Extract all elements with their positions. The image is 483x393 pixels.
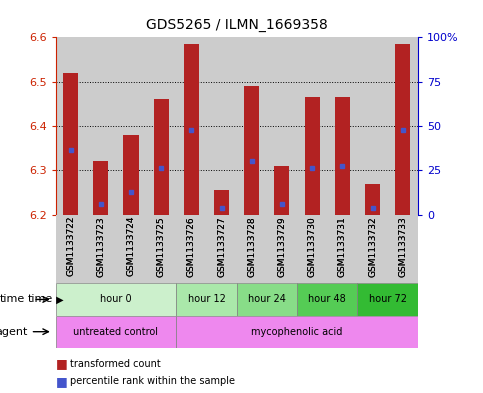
- Text: GSM1133725: GSM1133725: [156, 216, 166, 277]
- Bar: [388, 215, 418, 283]
- Text: time: time: [28, 294, 53, 305]
- Bar: [176, 37, 207, 215]
- Text: ■: ■: [56, 375, 67, 388]
- Bar: [86, 37, 116, 215]
- Text: GSM1133728: GSM1133728: [247, 216, 256, 277]
- Bar: [184, 44, 199, 215]
- Bar: [146, 215, 176, 283]
- Bar: [56, 215, 86, 283]
- Text: GSM1133727: GSM1133727: [217, 216, 226, 277]
- Bar: [365, 184, 380, 215]
- Bar: [63, 73, 78, 215]
- Bar: [388, 37, 418, 215]
- Text: GDS5265 / ILMN_1669358: GDS5265 / ILMN_1669358: [146, 18, 327, 32]
- Text: GSM1133727: GSM1133727: [217, 216, 226, 277]
- Text: GSM1133724: GSM1133724: [127, 216, 136, 276]
- Text: GSM1133729: GSM1133729: [277, 216, 286, 277]
- Text: hour 24: hour 24: [248, 294, 286, 305]
- Text: ▶: ▶: [53, 294, 64, 305]
- Text: hour 72: hour 72: [369, 294, 407, 305]
- Bar: [357, 215, 388, 283]
- Text: GSM1133732: GSM1133732: [368, 216, 377, 277]
- Bar: [93, 162, 108, 215]
- Text: GSM1133731: GSM1133731: [338, 216, 347, 277]
- Bar: [267, 215, 297, 283]
- Bar: [357, 283, 418, 316]
- Text: hour 0: hour 0: [100, 294, 132, 305]
- Text: GSM1133733: GSM1133733: [398, 216, 407, 277]
- Bar: [305, 97, 320, 215]
- Text: GSM1133725: GSM1133725: [156, 216, 166, 277]
- Text: hour 12: hour 12: [187, 294, 226, 305]
- Text: GSM1133730: GSM1133730: [308, 216, 317, 277]
- Bar: [56, 283, 176, 316]
- Bar: [176, 283, 237, 316]
- Text: GSM1133731: GSM1133731: [338, 216, 347, 277]
- Bar: [274, 166, 289, 215]
- Text: ■: ■: [56, 357, 67, 370]
- Text: GSM1133730: GSM1133730: [308, 216, 317, 277]
- Bar: [116, 37, 146, 215]
- Bar: [244, 86, 259, 215]
- Text: percentile rank within the sample: percentile rank within the sample: [70, 376, 235, 386]
- Bar: [207, 37, 237, 215]
- Text: untreated control: untreated control: [73, 327, 158, 337]
- Bar: [237, 283, 297, 316]
- Bar: [176, 316, 418, 348]
- Bar: [124, 135, 139, 215]
- Bar: [176, 215, 207, 283]
- Bar: [357, 37, 388, 215]
- Text: GSM1133726: GSM1133726: [187, 216, 196, 277]
- Text: GSM1133723: GSM1133723: [96, 216, 105, 277]
- Bar: [237, 37, 267, 215]
- Bar: [327, 37, 357, 215]
- Bar: [267, 37, 297, 215]
- Text: agent: agent: [0, 327, 28, 337]
- Bar: [297, 215, 327, 283]
- Text: GSM1133733: GSM1133733: [398, 216, 407, 277]
- Bar: [297, 283, 357, 316]
- Text: GSM1133722: GSM1133722: [66, 216, 75, 276]
- Bar: [214, 190, 229, 215]
- Bar: [116, 215, 146, 283]
- Bar: [56, 37, 86, 215]
- Bar: [335, 97, 350, 215]
- Text: mycophenolic acid: mycophenolic acid: [251, 327, 343, 337]
- Text: GSM1133728: GSM1133728: [247, 216, 256, 277]
- Bar: [146, 37, 176, 215]
- Text: GSM1133724: GSM1133724: [127, 216, 136, 276]
- Bar: [56, 316, 176, 348]
- Bar: [237, 215, 267, 283]
- Bar: [297, 37, 327, 215]
- Bar: [395, 44, 410, 215]
- Text: GSM1133729: GSM1133729: [277, 216, 286, 277]
- Text: GSM1133732: GSM1133732: [368, 216, 377, 277]
- Bar: [86, 215, 116, 283]
- Text: GSM1133722: GSM1133722: [66, 216, 75, 276]
- Text: transformed count: transformed count: [70, 358, 161, 369]
- Text: GSM1133723: GSM1133723: [96, 216, 105, 277]
- Bar: [154, 99, 169, 215]
- Bar: [327, 215, 357, 283]
- Bar: [207, 215, 237, 283]
- Text: time: time: [0, 294, 25, 305]
- Text: GSM1133726: GSM1133726: [187, 216, 196, 277]
- Text: hour 48: hour 48: [308, 294, 346, 305]
